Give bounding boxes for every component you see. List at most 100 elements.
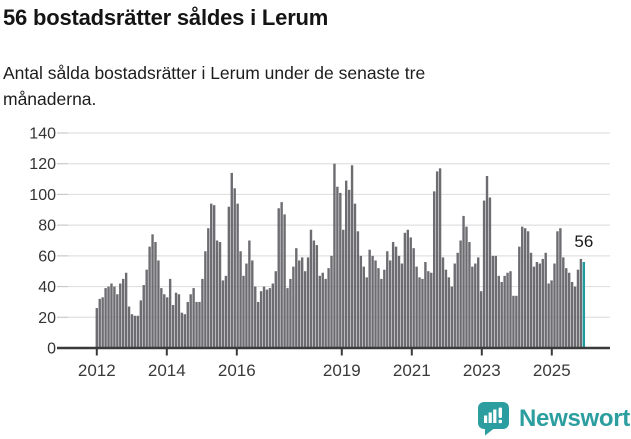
bar <box>116 294 119 348</box>
bar <box>485 176 489 348</box>
newsworthy-logo-icon <box>478 402 509 436</box>
bar <box>204 251 207 348</box>
bar <box>342 229 345 348</box>
bar <box>535 262 539 348</box>
bar <box>333 163 336 348</box>
bar <box>559 228 562 348</box>
bar <box>218 242 222 348</box>
bar <box>289 278 292 348</box>
y-axis-tick-label: 100 <box>29 187 56 204</box>
bar <box>292 266 295 348</box>
bar <box>230 172 233 348</box>
bar <box>122 278 125 348</box>
bar <box>198 301 201 348</box>
bar <box>447 277 451 348</box>
bar <box>430 272 433 348</box>
bar <box>573 286 577 348</box>
bar <box>409 237 412 348</box>
bar <box>371 255 374 348</box>
bar <box>579 258 583 348</box>
y-axis-tick-label: 140 <box>29 126 56 143</box>
bar <box>327 268 330 348</box>
newsworthy-logo-text: Newsworthy <box>519 404 631 432</box>
bar <box>386 251 389 348</box>
bar <box>556 231 559 348</box>
bar <box>306 257 310 348</box>
bar <box>529 252 533 348</box>
bar <box>248 240 251 348</box>
bar <box>277 208 280 348</box>
newsworthy-logo[interactable]: Newsworthy <box>477 401 631 436</box>
bar <box>239 251 242 348</box>
bar <box>359 255 363 348</box>
bar <box>242 275 245 348</box>
bar-chart: 0 20 40 60 80 100 120 140 2012 2014 2016 2019 2021 20… <box>29 126 610 380</box>
bar <box>344 180 348 348</box>
bar <box>567 272 571 348</box>
bar <box>110 283 113 348</box>
bar <box>124 272 128 348</box>
y-axis-tick-label: 20 <box>38 310 56 327</box>
bar <box>503 275 506 348</box>
x-axis-tick-label: 2019 <box>323 361 361 380</box>
bar <box>506 272 509 348</box>
bar <box>259 291 263 348</box>
bar <box>441 257 445 348</box>
bar <box>236 203 239 348</box>
bar <box>400 263 404 348</box>
bar <box>189 294 192 348</box>
logo-bar-medium <box>488 412 492 423</box>
bar <box>119 283 122 348</box>
bar <box>145 269 148 348</box>
bar <box>488 197 492 348</box>
bar <box>142 285 145 348</box>
bar <box>389 260 392 348</box>
bar <box>283 214 286 348</box>
bar <box>462 215 465 348</box>
bar <box>538 263 542 348</box>
bar <box>474 263 477 348</box>
bar <box>500 281 503 348</box>
y-axis-tick-label: 60 <box>38 248 56 265</box>
bar <box>312 240 316 348</box>
bar <box>521 226 524 348</box>
bar <box>254 286 257 348</box>
bar <box>201 278 204 348</box>
bar <box>394 246 398 348</box>
bar <box>330 255 333 348</box>
bar <box>406 229 409 348</box>
bar <box>570 281 574 348</box>
bar <box>262 286 266 348</box>
x-axis-tick-label: 2023 <box>463 361 501 380</box>
bar <box>380 278 383 348</box>
bar <box>113 286 116 348</box>
bar <box>227 206 231 348</box>
bar <box>274 271 277 348</box>
bar <box>479 291 483 348</box>
bar <box>565 268 568 348</box>
page-title: 56 bostadsrätter såldes i Lerum <box>3 5 329 30</box>
x-axis-tick-label: 2012 <box>78 361 116 380</box>
bar <box>368 249 371 348</box>
bar <box>482 200 486 348</box>
bar <box>453 263 456 348</box>
bar <box>383 269 386 348</box>
bar <box>101 297 104 348</box>
bar <box>518 246 521 348</box>
bar-highlight <box>582 262 586 348</box>
bar <box>315 245 319 348</box>
bar <box>186 301 189 348</box>
bar <box>303 271 307 348</box>
highlight-value-label: 56 <box>574 232 593 251</box>
bar <box>532 266 536 348</box>
bar <box>438 168 442 348</box>
bar <box>321 272 324 348</box>
bar <box>477 257 480 348</box>
bar <box>465 226 468 348</box>
bar <box>151 234 154 348</box>
bar <box>245 263 248 348</box>
bar <box>497 275 500 348</box>
bar <box>107 286 110 348</box>
bar <box>195 301 198 348</box>
bar <box>215 240 219 348</box>
